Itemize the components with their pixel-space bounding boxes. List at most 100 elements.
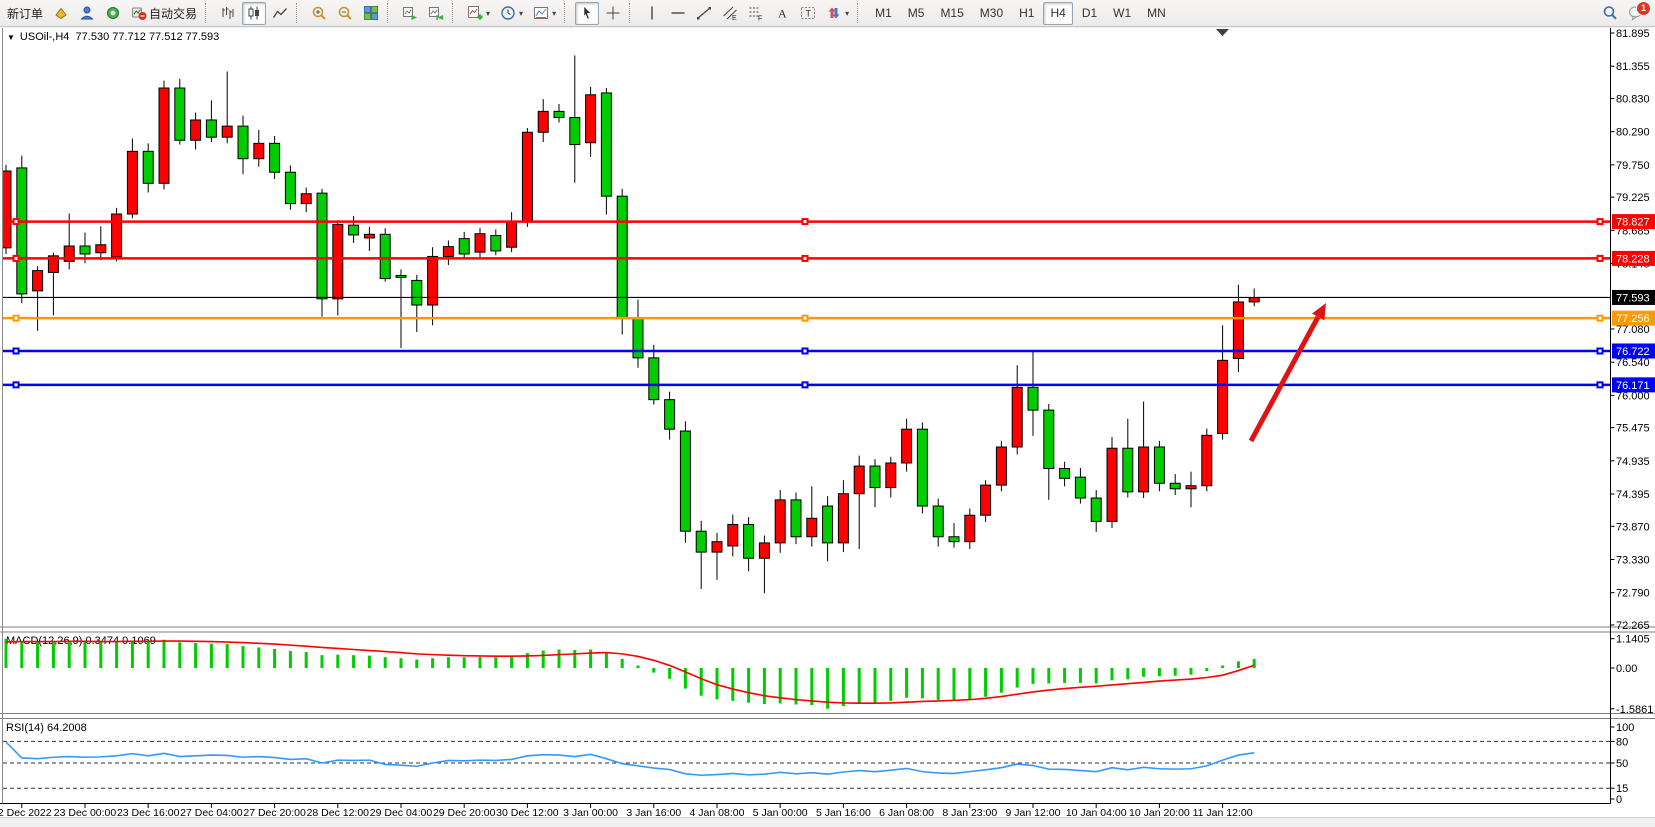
timeframe-mn-button[interactable]: MN [1140,2,1173,25]
macd-signal-line [5,640,1255,705]
channel-button[interactable]: E [718,2,742,25]
text-button[interactable]: A [770,2,794,25]
linechart-icon [272,5,288,21]
crosshair-button[interactable] [601,2,625,25]
toolbar-separator [205,3,212,23]
autotrading-button[interactable]: 自动交易 [127,2,201,25]
notifications-button[interactable]: 1 [1624,0,1651,25]
timeframe-w1-button-label: W1 [1113,6,1132,20]
svg-text:77.593: 77.593 [1616,292,1650,304]
line-chart-button[interactable] [268,2,292,25]
svg-text:79.750: 79.750 [1616,160,1650,172]
data-window-button[interactable] [101,2,125,25]
hline-icon [670,5,686,21]
timeframe-m5-button-label: M5 [907,6,925,20]
chevron-down-icon: ▾ [486,8,491,18]
zoom-out-button[interactable] [333,2,357,25]
fibo-icon: F [748,5,764,21]
vline-icon [644,5,660,21]
price-label-76.722 [1612,343,1655,359]
candles-layer[interactable] [1,55,1260,594]
timeframe-d1-button-label: D1 [1081,6,1098,20]
search-button[interactable] [1598,2,1622,25]
svg-text:29 Dec 20:00: 29 Dec 20:00 [433,807,496,819]
new-chart-button[interactable]: ▾ [463,2,494,25]
symbol-ohlc-text: USOil-,H4 77.530 77.712 77.512 77.593 [19,31,220,43]
rsi-pane[interactable]: RSI(14) 64.2008 [3,722,1610,789]
svg-text:30 Dec 12:00: 30 Dec 12:00 [496,807,559,819]
cursor-button[interactable] [575,1,600,25]
svg-text:80.290: 80.290 [1616,127,1650,139]
vertical-line-button[interactable] [640,2,664,25]
horizontal-lines-layer[interactable] [3,218,1610,389]
timeframe-m1-button[interactable]: M1 [868,2,899,25]
svg-text:A: A [778,7,787,21]
channel-icon: E [722,5,738,21]
svg-text:23 Dec 16:00: 23 Dec 16:00 [117,807,180,819]
notification-badge: 1 [1636,0,1651,16]
svg-text:15: 15 [1616,783,1628,795]
auto-scroll-button[interactable] [398,2,422,25]
svg-text:80: 80 [1616,736,1628,748]
chart-profiles-button[interactable] [49,2,73,25]
fibonacci-button[interactable]: F [744,2,768,25]
symbol-dropdown-icon[interactable]: ▼ [7,32,15,42]
svg-text:3 Jan 16:00: 3 Jan 16:00 [626,807,681,819]
timeframe-h1-button[interactable]: H1 [1012,2,1041,25]
zoom-in-button[interactable] [307,2,331,25]
svg-text:T: T [806,9,812,19]
timeframe-m15-button[interactable]: M15 [933,2,970,25]
toolbar-separator [387,3,394,23]
timeframe-m30-button[interactable]: M30 [973,2,1010,25]
template-button[interactable]: ▾ [529,2,560,25]
price-axis[interactable]: 81.89581.35580.83080.29079.75079.22578.6… [1610,28,1655,806]
new-order-button[interactable]: 新订单 [3,2,47,25]
price-label-77.256 [1612,310,1655,326]
macd-pane[interactable]: MACD(12,26,9) 0.3474 0.1069 [4,635,1256,709]
svg-text:81.355: 81.355 [1616,61,1650,73]
bar-chart-button[interactable] [216,2,240,25]
tile-windows-button[interactable] [359,2,383,25]
svg-text:6 Jan 08:00: 6 Jan 08:00 [879,807,934,819]
price-label-78.228 [1612,250,1655,266]
svg-text:76.000: 76.000 [1616,390,1650,402]
toolbar-separator [296,3,303,23]
cursor-icon [579,5,595,21]
timeframe-w1-button[interactable]: W1 [1106,2,1138,25]
svg-text:10 Jan 20:00: 10 Jan 20:00 [1129,807,1190,819]
timeframe-h4-button-label: H4 [1050,6,1066,20]
chart-title: ▼ USOil-,H4 77.530 77.712 77.512 77.593 [7,31,219,43]
svg-text:0.00: 0.00 [1616,663,1637,675]
svg-text:76.722: 76.722 [1616,346,1650,358]
svg-text:78.228: 78.228 [1616,253,1650,265]
label-button[interactable]: T [796,2,820,25]
candles-icon [246,5,262,21]
toolbar-button-groups: 新订单 自动交易 ▾ ▾ ▾ E F A T ▾ M1 M5 M15 M30 H1 H4 D1 W1 MN [2,1,1174,25]
svg-text:74.395: 74.395 [1616,489,1650,501]
candlestick-chart-button[interactable] [242,1,267,25]
shapes-button[interactable]: ▾ [822,2,853,25]
timeframe-m5-button[interactable]: M5 [901,2,932,25]
chart-shift-button[interactable] [424,2,448,25]
rsi-line [5,741,1255,777]
autotrading-button-label: 自动交易 [149,6,198,21]
chevron-down-icon: ▾ [519,8,524,18]
bottom-strip [0,817,1655,827]
timeframe-m30-button-label: M30 [979,6,1004,20]
svg-text:-1.5861: -1.5861 [1616,704,1653,716]
chart-shift-icon [428,5,444,21]
timeframe-h4-button[interactable]: H4 [1043,1,1073,25]
horizontal-line-button[interactable] [666,2,690,25]
trendline-button[interactable] [692,2,716,25]
trend-arrow-annotation[interactable] [1248,303,1326,443]
chart-shift-marker-icon[interactable] [1216,29,1229,36]
market-watch-button[interactable] [75,2,99,25]
price-label-78.827 [1612,214,1655,230]
zoom-in-icon [311,5,327,21]
period-button[interactable]: ▾ [496,2,527,25]
search-icon [1602,5,1618,21]
template-icon [533,5,549,21]
timeframe-d1-button[interactable]: D1 [1075,2,1104,25]
